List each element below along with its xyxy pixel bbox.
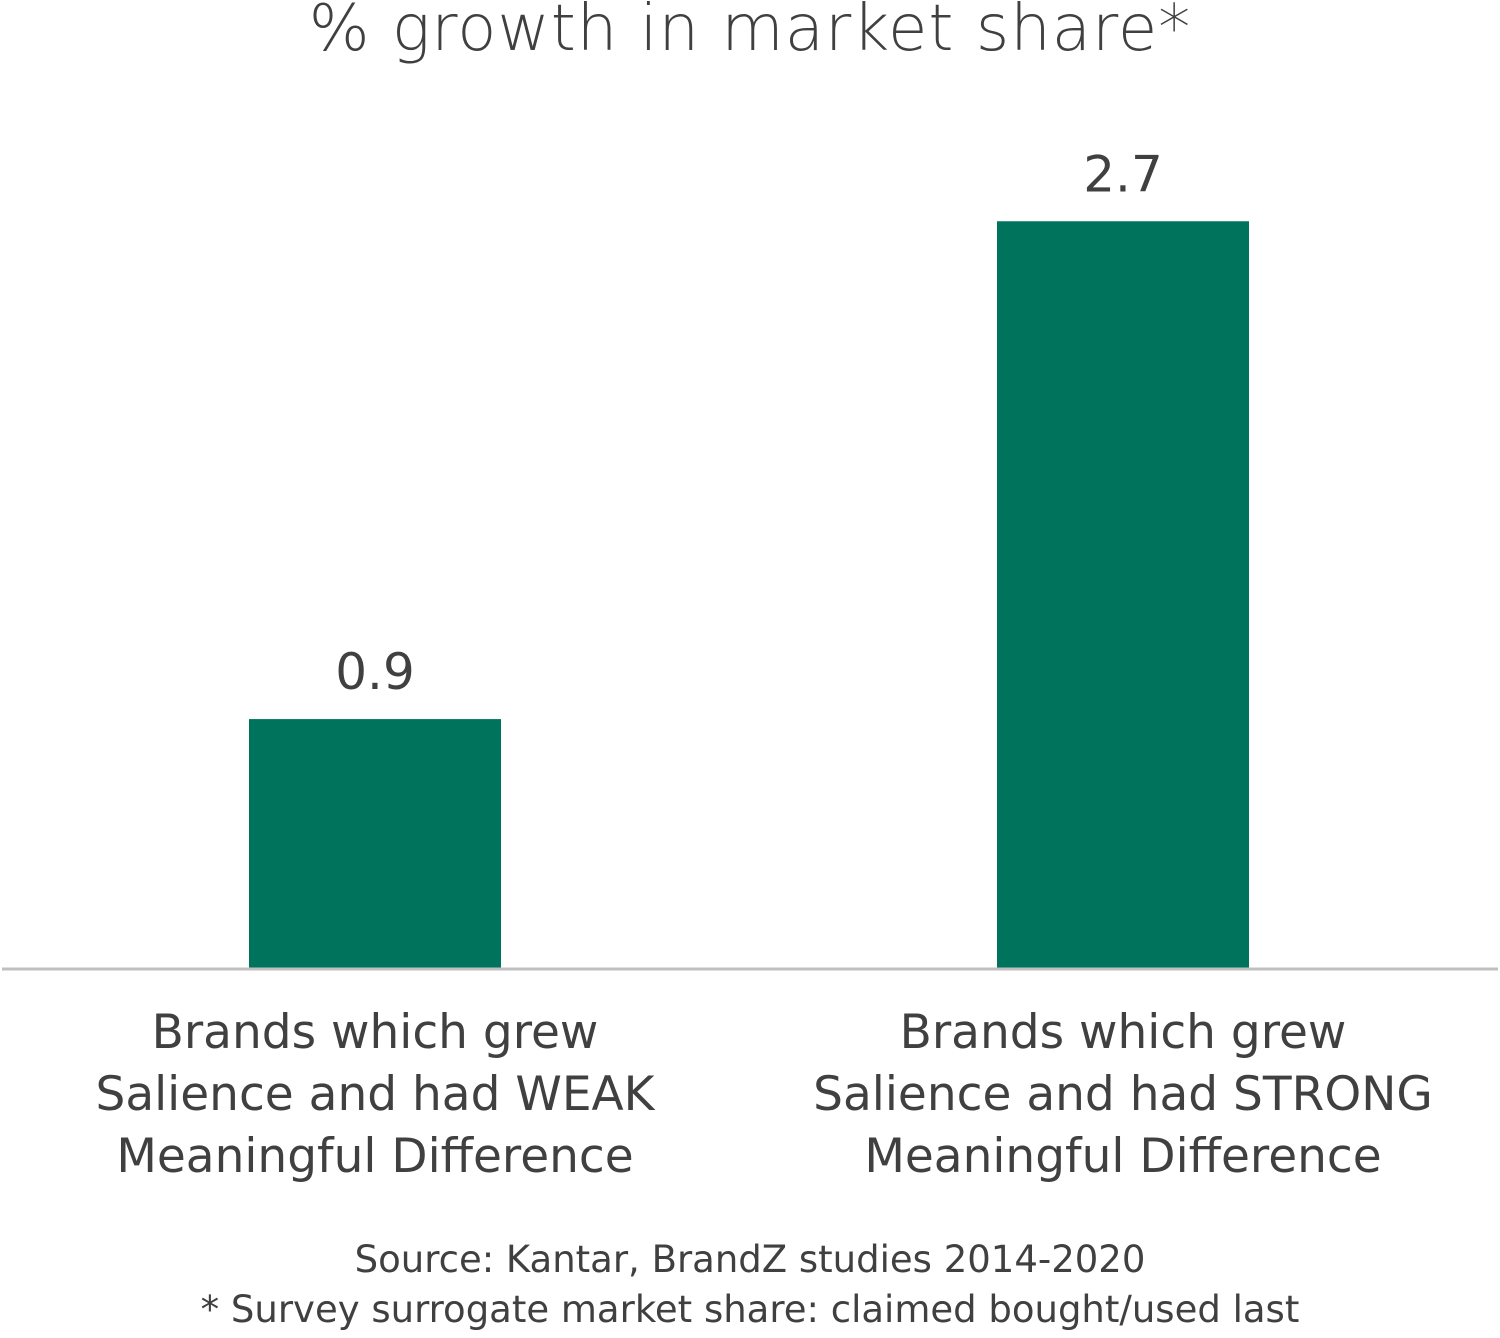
bar-0 — [249, 719, 501, 968]
chart-title: % growth in market share* — [308, 0, 1192, 66]
category-line: Meaningful Difference — [864, 1129, 1382, 1184]
bar-chart: 0.9 2.7 — [2, 145, 1498, 971]
data-label-0: 0.9 — [335, 643, 415, 701]
data-label-1: 2.7 — [1083, 145, 1163, 203]
footnote: * Survey surrogate market share: claimed… — [200, 1288, 1300, 1331]
source-note: Source: Kantar, BrandZ studies 2014-2020 — [354, 1238, 1146, 1281]
category-line: Brands which grew — [899, 1005, 1347, 1060]
category-label-weak: Brands which grew Salience and had WEAK … — [25, 1002, 725, 1188]
category-line: Meaningful Difference — [116, 1129, 634, 1184]
category-label-strong: Brands which grew Salience and had STRON… — [773, 1002, 1473, 1188]
category-line: Brands which grew — [151, 1005, 599, 1060]
category-line: Salience and had WEAK — [95, 1067, 655, 1122]
bar-1 — [997, 221, 1249, 968]
category-line: Salience and had STRONG — [813, 1067, 1433, 1122]
